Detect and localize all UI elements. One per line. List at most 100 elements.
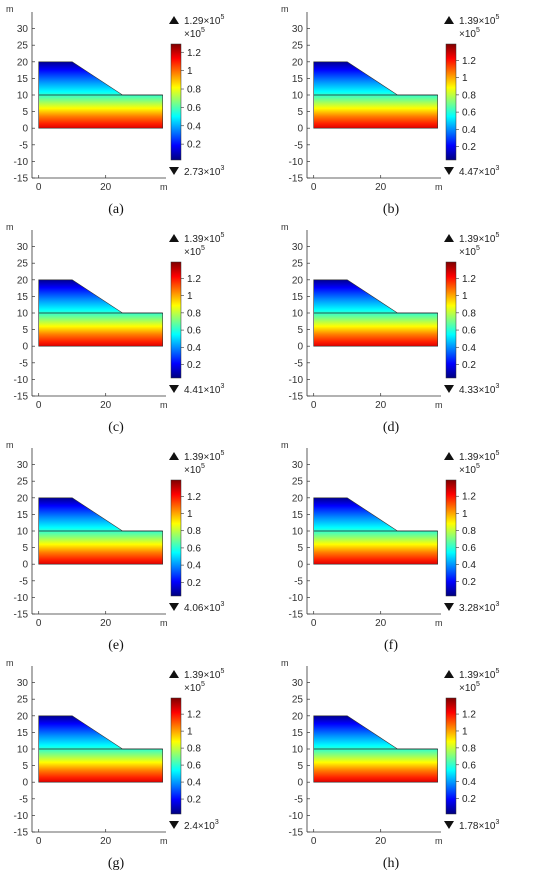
x-tick-label: 20	[100, 182, 112, 193]
colorbar-multiplier: ×105	[184, 681, 205, 694]
panel-caption: (g)	[107, 856, 125, 871]
colorbar-multiplier: ×105	[184, 27, 205, 40]
min-value-exponent: 3	[495, 819, 499, 826]
max-triangle-icon	[444, 16, 454, 24]
x-tick-label: 20	[375, 836, 387, 847]
y-tick-label: 10	[17, 309, 29, 320]
y-tick-label: -5	[19, 358, 28, 369]
max-value-label: 1.29×105	[184, 14, 224, 27]
y-tick-label: 25	[17, 695, 29, 706]
y-axis-unit: m	[6, 658, 14, 668]
max-value-label: 1.39×105	[459, 232, 499, 245]
colorbar	[170, 43, 182, 161]
colorbar-tick-label: 1.2	[462, 274, 476, 285]
colorbar-tick-label: 0.8	[462, 308, 476, 319]
y-tick-label: 25	[17, 477, 29, 488]
y-tick-label: 5	[297, 543, 303, 554]
y-tick-label: 30	[17, 24, 29, 35]
x-tick-label: 0	[311, 618, 317, 629]
min-value-exponent: 3	[220, 165, 224, 172]
colorbar-tick-label: 0.2	[462, 794, 476, 805]
max-triangle-icon	[169, 16, 179, 24]
colorbar-multiplier-exponent: 5	[476, 245, 480, 252]
colorbar-tick-label: 1	[187, 509, 193, 520]
heatmap-panel: 30 25 20 15 10 5 0 -5 -10 -15 0 20 m m 1.2 1 0.8 0.6 0.4 0.…	[0, 654, 275, 874]
y-tick-label: 0	[22, 778, 28, 789]
max-value-exponent: 5	[495, 450, 499, 457]
colorbar-multiplier-exponent: 5	[201, 681, 205, 688]
x-tick-label: 20	[375, 618, 387, 629]
y-tick-label: 0	[22, 342, 28, 353]
min-value-label: 4.47×103	[459, 165, 499, 178]
y-tick-label: 0	[297, 124, 303, 135]
x-tick-label: 0	[36, 182, 42, 193]
y-tick-label: -10	[14, 375, 29, 386]
x-axis-unit: m	[435, 400, 443, 410]
min-triangle-icon	[169, 603, 179, 611]
y-tick-label: -15	[14, 828, 29, 839]
y-tick-label: 0	[297, 342, 303, 353]
min-triangle-icon	[444, 167, 454, 175]
max-triangle-icon	[444, 452, 454, 460]
x-tick-label: 20	[375, 400, 387, 411]
colorbar-multiplier: ×105	[184, 463, 205, 476]
y-tick-label: 5	[297, 107, 303, 118]
y-tick-label: 20	[292, 493, 304, 504]
y-tick-label: 10	[292, 91, 304, 102]
x-tick-label: 0	[36, 400, 42, 411]
min-triangle-icon	[169, 167, 179, 175]
colorbar-tick-label: 0.8	[187, 526, 201, 537]
y-tick-label: 15	[17, 510, 29, 521]
y-axis-unit: m	[6, 4, 14, 14]
y-axis-unit: m	[281, 222, 289, 232]
max-triangle-icon	[169, 670, 179, 678]
colorbar-multiplier: ×105	[459, 245, 480, 258]
y-tick-label: -15	[289, 610, 304, 621]
y-tick-label: 30	[292, 242, 304, 253]
min-value-label: 1.78×103	[459, 819, 499, 832]
y-tick-label: 10	[17, 527, 29, 538]
colorbar-tick-label: 1.2	[187, 274, 201, 285]
colorbar-tick-label: 1	[187, 291, 193, 302]
y-tick-label: 20	[292, 57, 304, 68]
colorbar	[445, 697, 457, 815]
y-tick-label: -15	[14, 610, 29, 621]
y-tick-label: 25	[292, 41, 304, 52]
panel-caption: (b)	[382, 202, 400, 217]
colorbar	[445, 479, 457, 597]
y-tick-label: 5	[22, 325, 28, 336]
colorbar-tick-label: 1	[187, 66, 193, 77]
y-tick-label: 5	[22, 761, 28, 772]
colorbar-tick-label: 1	[462, 726, 468, 737]
x-tick-label: 0	[36, 836, 42, 847]
y-tick-label: 20	[17, 275, 29, 286]
colorbar-tick-label: 0.6	[187, 103, 201, 114]
y-tick-label: 30	[17, 242, 29, 253]
colorbar-tick-label: 1.2	[187, 48, 201, 59]
colorbar-tick-label: 0.8	[462, 526, 476, 537]
x-tick-label: 20	[100, 400, 112, 411]
min-triangle-icon	[169, 385, 179, 393]
colorbar-tick-label: 1.2	[187, 492, 201, 503]
colorbar-tick-label: 0.4	[187, 343, 201, 354]
y-tick-label: 25	[292, 477, 304, 488]
colorbar-tick-label: 0.8	[187, 308, 201, 319]
max-triangle-icon	[169, 452, 179, 460]
min-value-exponent: 3	[495, 601, 499, 608]
chart-svg: 30 25 20 15 10 5 0 -5 -10 -15 0 20 m m 1.2 1 0.8 0.6 0.4 0.…	[6, 222, 224, 411]
y-tick-label: 10	[17, 91, 29, 102]
y-tick-label: 15	[292, 510, 304, 521]
colorbar-tick-label: 0.2	[187, 795, 201, 806]
x-tick-label: 0	[36, 618, 42, 629]
max-value-exponent: 5	[220, 668, 224, 675]
y-tick-label: 15	[292, 728, 304, 739]
y-axis-unit: m	[6, 222, 14, 232]
max-value-exponent: 5	[220, 450, 224, 457]
y-tick-label: 5	[22, 543, 28, 554]
heatmap-panel: 30 25 20 15 10 5 0 -5 -10 -15 0 20 m m 1.2 1 0.8 0.6 0.4 0.…	[275, 218, 550, 438]
y-tick-label: 0	[22, 124, 28, 135]
y-tick-label: 0	[297, 560, 303, 571]
min-value-label: 3.28×103	[459, 601, 499, 614]
x-tick-label: 0	[311, 182, 317, 193]
y-tick-label: 30	[17, 678, 29, 689]
